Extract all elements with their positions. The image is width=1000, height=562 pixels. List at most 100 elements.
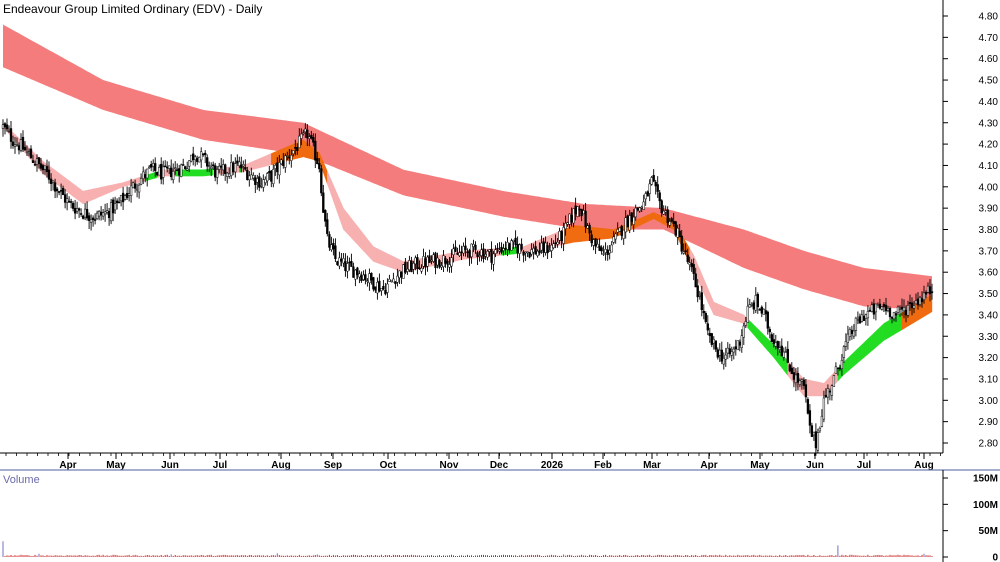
candle-body <box>182 164 185 166</box>
time-tick-label: Apr <box>700 460 717 471</box>
candle-body <box>101 212 105 217</box>
price-tick-label: 4.40 <box>979 97 999 108</box>
candle-body <box>558 230 561 241</box>
candle-body <box>720 349 723 362</box>
candle-body <box>434 252 437 268</box>
candle-body <box>654 181 657 187</box>
short-band-segment <box>151 172 154 180</box>
candle-body <box>139 178 143 185</box>
candle-body <box>424 258 427 268</box>
short-band-segment <box>76 186 80 202</box>
short-band-segment <box>573 224 576 243</box>
candle-body <box>326 219 329 234</box>
price-tick-label: 3.20 <box>979 353 999 364</box>
candle-body <box>464 245 467 251</box>
candle-body <box>320 168 323 194</box>
short-band-segment <box>579 225 582 242</box>
time-tick-label: Mar <box>643 460 661 471</box>
candle-body <box>382 285 385 290</box>
short-band-segment <box>881 322 885 343</box>
candle-body <box>540 242 543 251</box>
candle-body <box>448 264 451 268</box>
time-tick-label: Nov <box>440 460 459 471</box>
candle-body <box>694 273 697 288</box>
short-band-segment <box>865 338 869 357</box>
candle-body <box>924 292 928 295</box>
candle-body <box>838 367 842 370</box>
short-band-segment <box>195 169 198 177</box>
candle-body <box>816 432 820 451</box>
candle-body <box>898 308 902 310</box>
short-band-segment <box>341 203 344 230</box>
short-band-segment <box>855 347 859 365</box>
short-band-segment <box>739 312 742 324</box>
volume-label: Volume <box>3 474 40 486</box>
candle-body <box>624 217 627 233</box>
candle-body <box>474 244 477 250</box>
short-band-segment <box>567 226 570 244</box>
candle-body <box>510 240 513 251</box>
candle-body <box>316 158 319 165</box>
short-band-segment <box>849 353 853 371</box>
short-band-segment <box>357 225 360 248</box>
candle-body <box>294 147 297 149</box>
candle-body <box>117 201 121 204</box>
candle-body <box>550 244 553 251</box>
candle-body <box>500 246 503 253</box>
candle-body <box>196 158 199 162</box>
candle-body <box>678 230 681 237</box>
short-band-segment <box>729 308 732 321</box>
candle-body <box>672 221 675 224</box>
candle-body <box>111 199 115 214</box>
candle-body <box>408 260 411 271</box>
candle-body <box>778 347 781 350</box>
short-band-segment <box>705 283 708 303</box>
candle-body <box>226 172 229 177</box>
candle-body <box>504 248 507 250</box>
candle-body <box>109 202 113 222</box>
candle-body <box>11 141 15 146</box>
candle-body <box>760 306 763 314</box>
short-band-segment <box>108 184 112 194</box>
candle-body <box>718 349 721 356</box>
time-tick-label: Jul <box>213 460 228 471</box>
candle-body <box>150 164 153 168</box>
short-band-segment <box>337 194 340 219</box>
candle-body <box>636 207 639 211</box>
candle-body <box>37 157 41 165</box>
candle-body <box>642 201 645 210</box>
short-band-segment <box>717 303 720 317</box>
short-band-segment <box>735 311 738 322</box>
short-band-segment <box>731 309 734 321</box>
candle-body <box>870 304 874 312</box>
candle-body <box>354 269 357 280</box>
candle-body <box>21 136 25 150</box>
short-band-segment <box>68 180 72 196</box>
candle-body <box>904 309 908 316</box>
candle-body <box>298 135 301 149</box>
short-band-segment <box>261 156 264 168</box>
candle-body <box>902 307 906 312</box>
time-tick-label: 2026 <box>541 460 564 471</box>
candle-body <box>562 227 565 244</box>
candle-body <box>344 261 347 271</box>
short-band-segment <box>857 346 861 364</box>
volume-tick-label: 100M <box>973 500 998 511</box>
candle-body <box>282 160 285 166</box>
volume-bars <box>2 541 933 557</box>
short-band-segment <box>351 217 354 241</box>
candle-body <box>912 305 916 309</box>
candle-body <box>232 162 235 172</box>
short-band-segment <box>255 159 258 170</box>
short-band-segment <box>367 238 370 258</box>
candle-body <box>538 250 541 254</box>
short-band-segment <box>813 380 817 397</box>
candle-body <box>564 223 567 230</box>
candle-body <box>734 346 737 350</box>
candle-body <box>416 257 419 270</box>
candle-body <box>858 316 862 324</box>
candle-body <box>77 208 81 211</box>
candle-body <box>75 208 79 212</box>
candle-body <box>890 316 894 319</box>
short-band-segment <box>575 225 578 243</box>
